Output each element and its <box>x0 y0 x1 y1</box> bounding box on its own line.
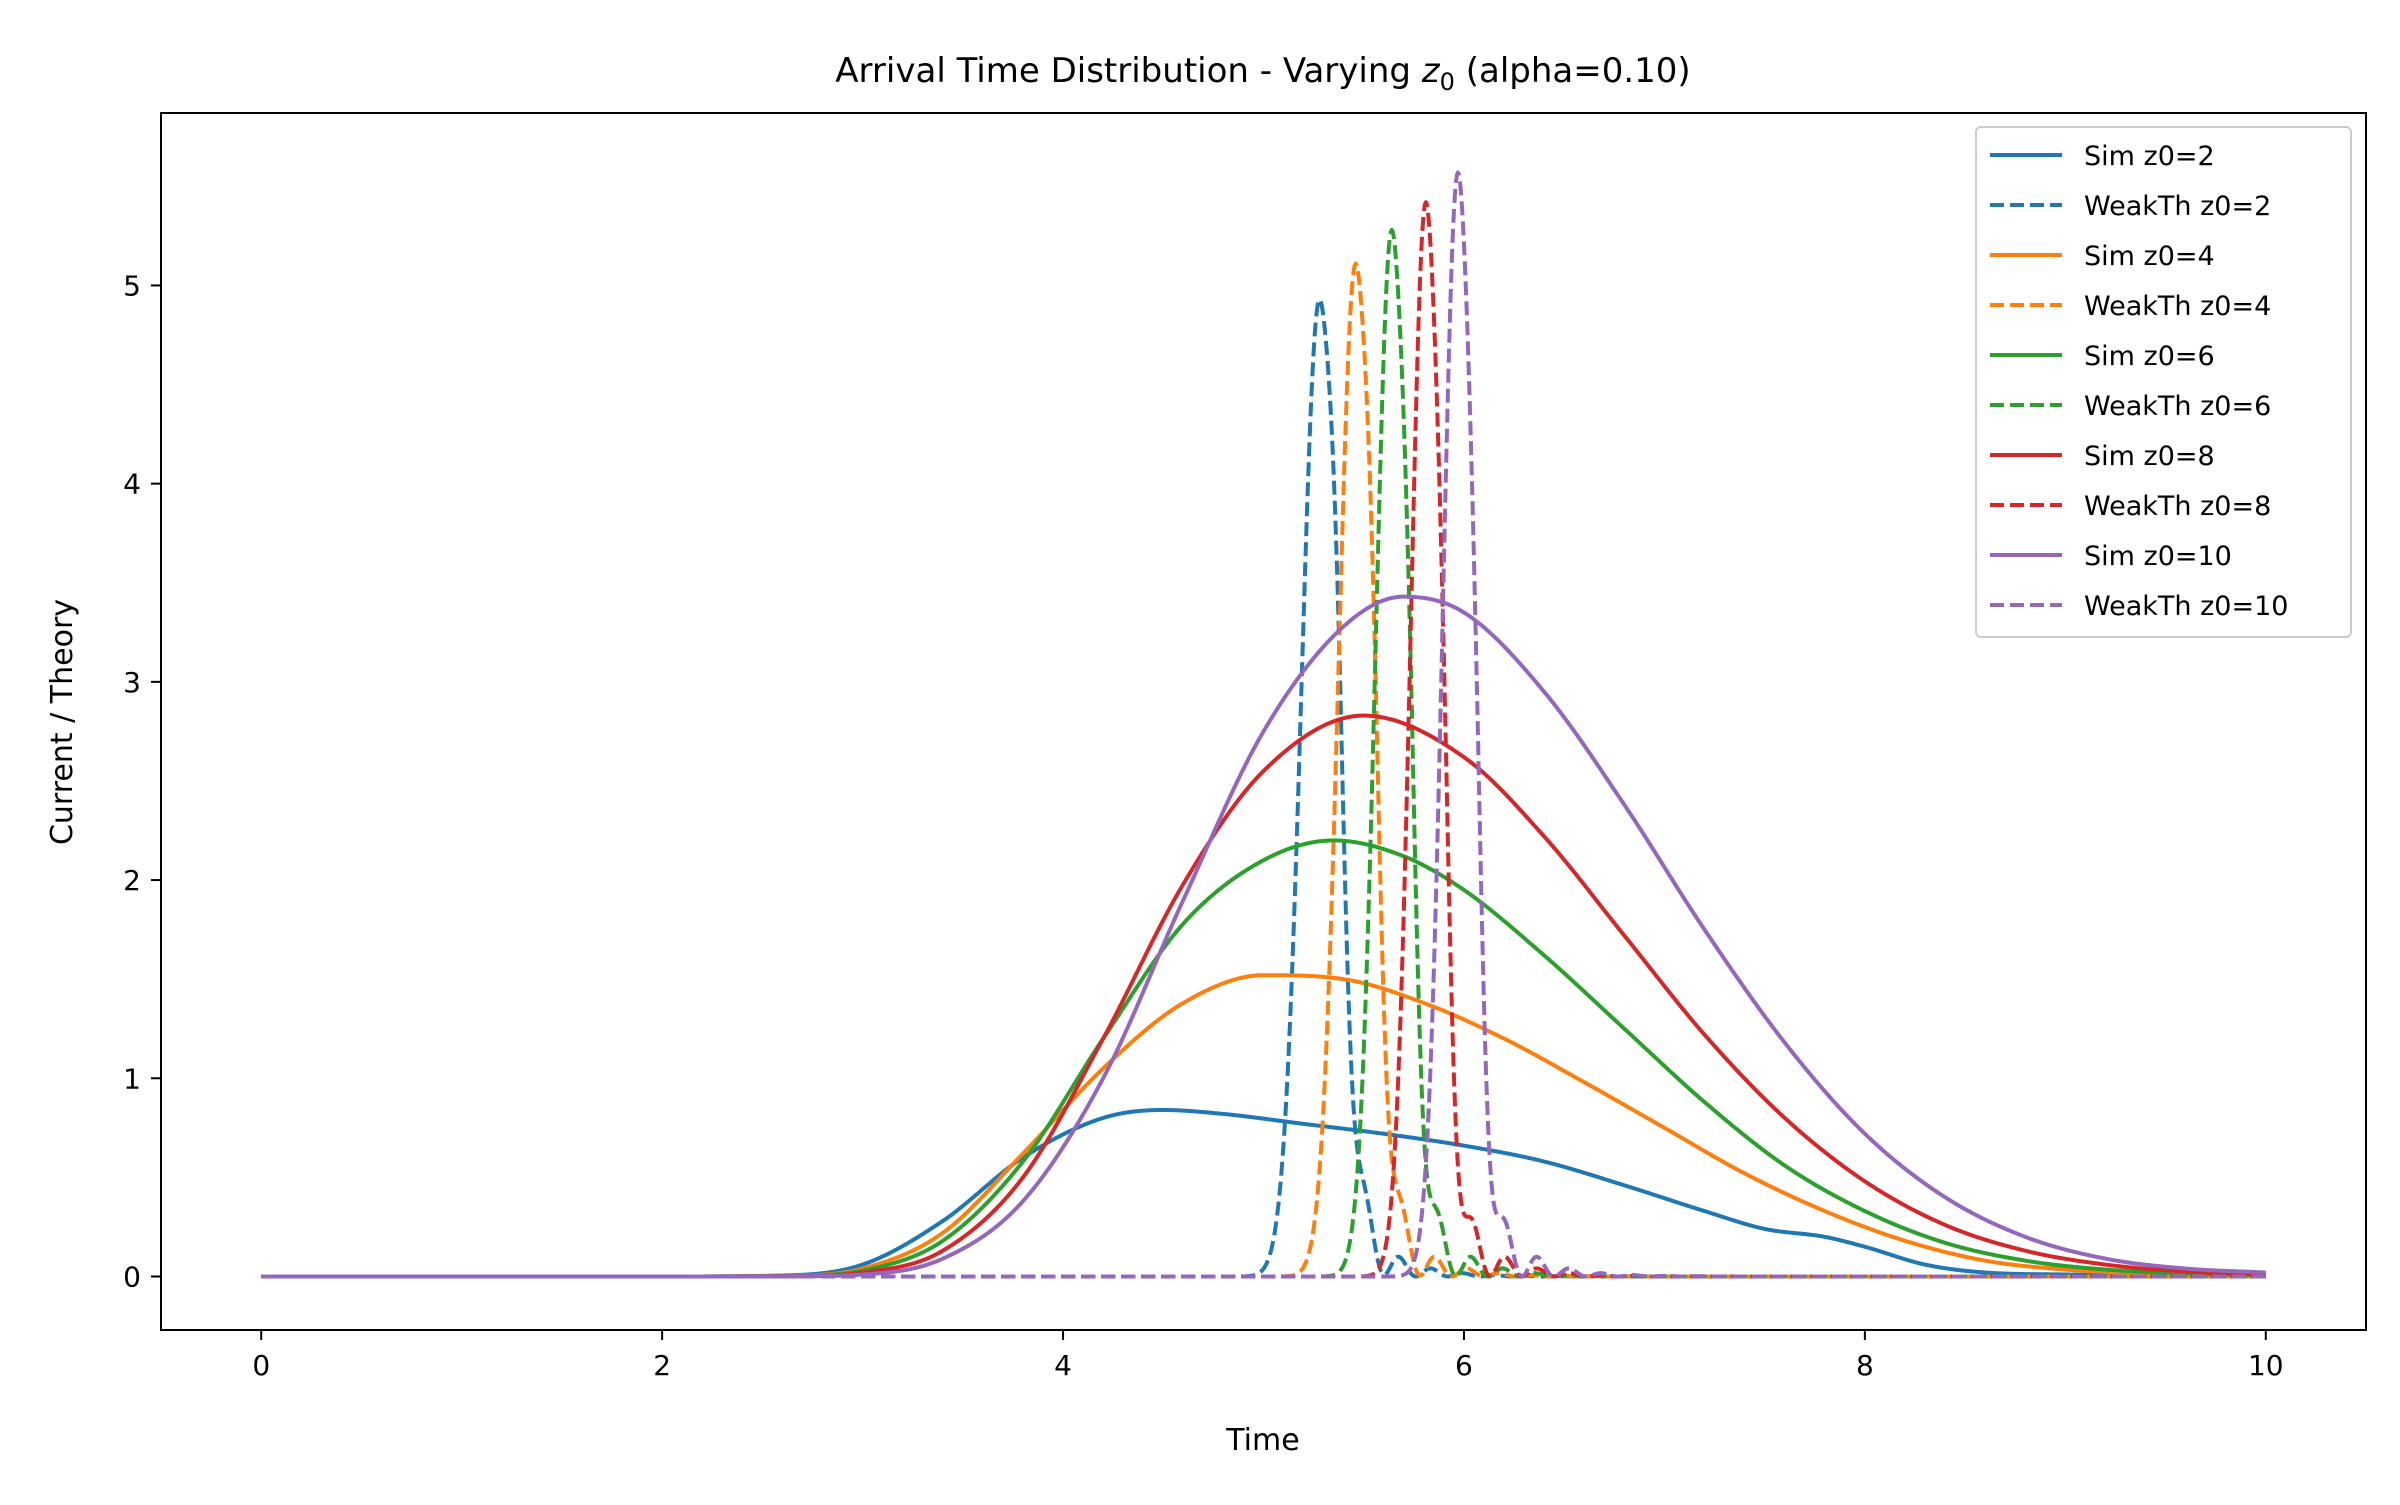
legend-label: WeakTh z0=8 <box>2084 491 2271 522</box>
x-tick-label: 10 <box>2248 1349 2284 1382</box>
x-axis-ticks: 0 2 4 6 8 10 <box>252 1330 2284 1382</box>
legend-label: Sim z0=6 <box>2084 341 2215 372</box>
legend-frame <box>1975 126 2352 638</box>
legend-label: Sim z0=2 <box>2084 141 2215 172</box>
y-axis-ticks: 0 1 2 3 4 5 <box>123 269 161 1293</box>
x-tick-label: 6 <box>1455 1349 1473 1382</box>
series-layer <box>260 170 2267 1279</box>
series-line-sim-z0-10 <box>260 594 2267 1279</box>
y-tick-label: 3 <box>123 666 141 699</box>
y-axis-label: Current / Theory <box>45 599 80 845</box>
x-tick-label: 4 <box>1054 1349 1072 1382</box>
legend-label: Sim z0=10 <box>2084 541 2232 572</box>
legend: Sim z0=2 WeakTh z0=2 Sim z0=4 WeakTh z0=4 Si… <box>1975 126 2352 638</box>
y-tick-label: 5 <box>123 269 141 302</box>
x-tick-label: 8 <box>1856 1349 1874 1382</box>
chart-title: Arrival Time Distribution - Varying z0 (… <box>835 51 1690 96</box>
x-axis-label: Time <box>1225 1423 1299 1458</box>
legend-label: Sim z0=4 <box>2084 241 2215 272</box>
y-tick-label: 0 <box>123 1260 141 1293</box>
legend-label: WeakTh z0=6 <box>2084 391 2271 422</box>
x-tick-label: 2 <box>653 1349 671 1382</box>
legend-label: WeakTh z0=10 <box>2084 591 2288 622</box>
x-tick-label: 0 <box>252 1349 270 1382</box>
y-tick-label: 1 <box>123 1062 141 1095</box>
legend-label: WeakTh z0=4 <box>2084 291 2271 322</box>
y-tick-label: 4 <box>123 468 141 501</box>
y-tick-label: 2 <box>123 864 141 897</box>
plot-frame <box>160 112 2367 1331</box>
series-line-weakth-z0-10 <box>260 170 2267 1279</box>
legend-label: WeakTh z0=2 <box>2084 191 2271 222</box>
legend-label: Sim z0=8 <box>2084 441 2215 472</box>
